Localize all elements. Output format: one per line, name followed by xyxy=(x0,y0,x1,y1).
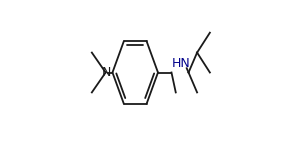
Text: N: N xyxy=(102,66,111,79)
Text: HN: HN xyxy=(171,57,190,70)
